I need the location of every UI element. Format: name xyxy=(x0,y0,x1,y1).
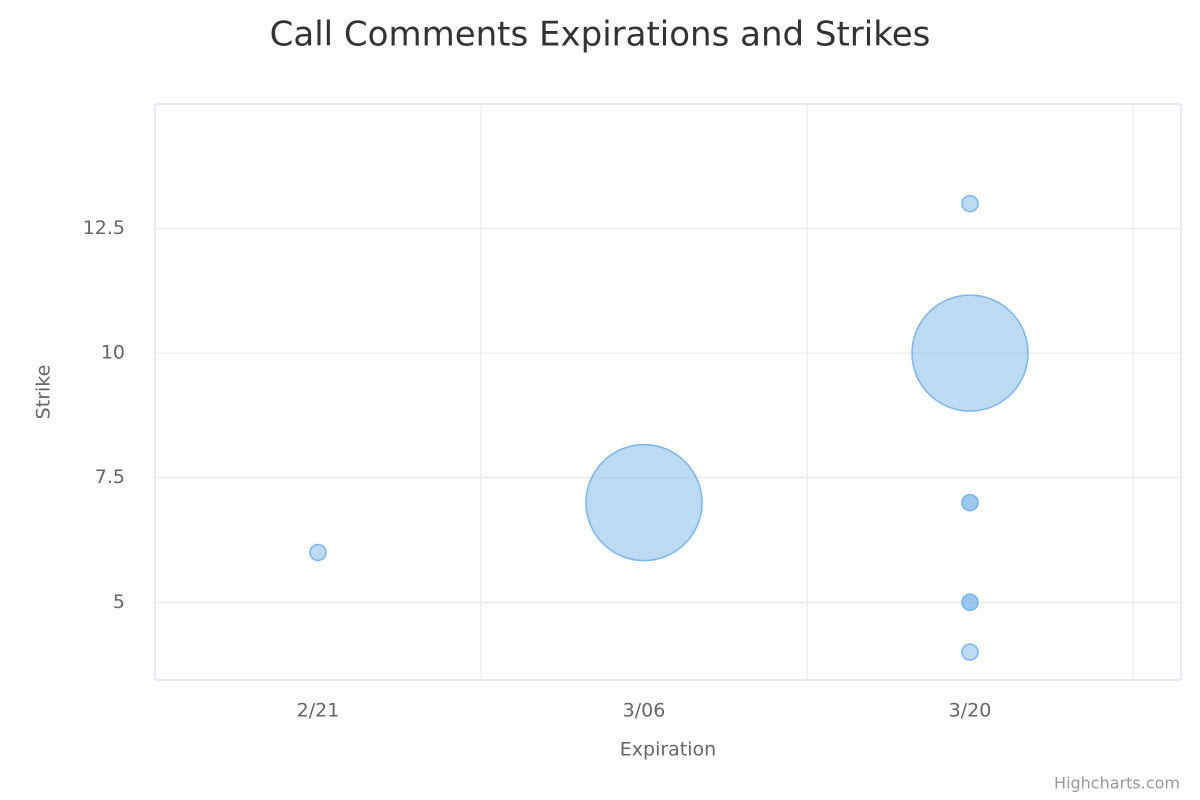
bubble xyxy=(961,194,979,213)
plot-border xyxy=(154,103,1182,681)
credits: Highcharts.com xyxy=(1054,774,1180,793)
bubble xyxy=(585,443,703,562)
x-tick-label: 2/21 xyxy=(297,700,340,722)
x-axis-title: Expiration xyxy=(620,739,716,761)
y-tick-label: 5 xyxy=(113,591,125,613)
y-tick-label: 10 xyxy=(101,342,125,364)
y-tick-label: 7.5 xyxy=(95,466,125,488)
x-tick-label: 3/20 xyxy=(949,700,992,722)
bubble xyxy=(961,643,979,661)
bubble xyxy=(961,493,979,512)
bubble xyxy=(911,294,1029,412)
chart-title: Call Comments Expirations and Strikes xyxy=(270,15,931,55)
y-tick-label: 12.5 xyxy=(83,217,125,239)
y-axis-title: Strike xyxy=(33,365,55,420)
bubble xyxy=(309,543,327,562)
x-tick-label: 3/06 xyxy=(623,700,666,722)
bubble xyxy=(961,593,979,612)
